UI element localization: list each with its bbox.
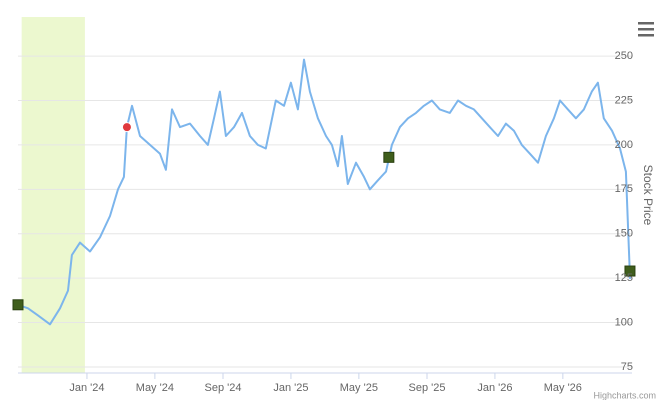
x-tick-label: Sep '25 bbox=[409, 382, 446, 394]
plot-band bbox=[21, 17, 85, 373]
x-tick-label: Sep '24 bbox=[205, 382, 242, 394]
x-tick-label: May '25 bbox=[340, 382, 378, 394]
event-marker bbox=[383, 151, 395, 163]
menu-bar bbox=[638, 34, 654, 37]
menu-bar bbox=[638, 28, 654, 31]
x-tick-label: May '24 bbox=[136, 382, 174, 394]
y-tick-label: 75 bbox=[621, 361, 633, 373]
y-tick-label: 125 bbox=[615, 272, 633, 284]
event-marker bbox=[624, 265, 636, 277]
price-line bbox=[17, 58, 633, 326]
credits[interactable]: Highcharts.com bbox=[593, 390, 656, 400]
x-tick-label: May '26 bbox=[544, 382, 582, 394]
event-marker bbox=[12, 299, 24, 311]
menu-bar bbox=[638, 22, 654, 25]
y-tick-label: 175 bbox=[615, 183, 633, 195]
y-tick-label: 225 bbox=[615, 94, 633, 106]
menu-button[interactable] bbox=[638, 22, 654, 37]
x-tick-label: Jan '25 bbox=[273, 382, 308, 394]
y-tick-label: 100 bbox=[615, 316, 633, 328]
plot bbox=[12, 17, 636, 379]
event-marker bbox=[121, 122, 132, 133]
y-tick-label: 200 bbox=[615, 139, 633, 151]
y-axis-title: Stock Price bbox=[641, 165, 655, 226]
y-tick-label: 150 bbox=[615, 228, 633, 240]
x-tick-label: Jan '24 bbox=[69, 382, 104, 394]
x-tick-label: Jan '26 bbox=[477, 382, 512, 394]
y-tick-label: 250 bbox=[615, 50, 633, 62]
